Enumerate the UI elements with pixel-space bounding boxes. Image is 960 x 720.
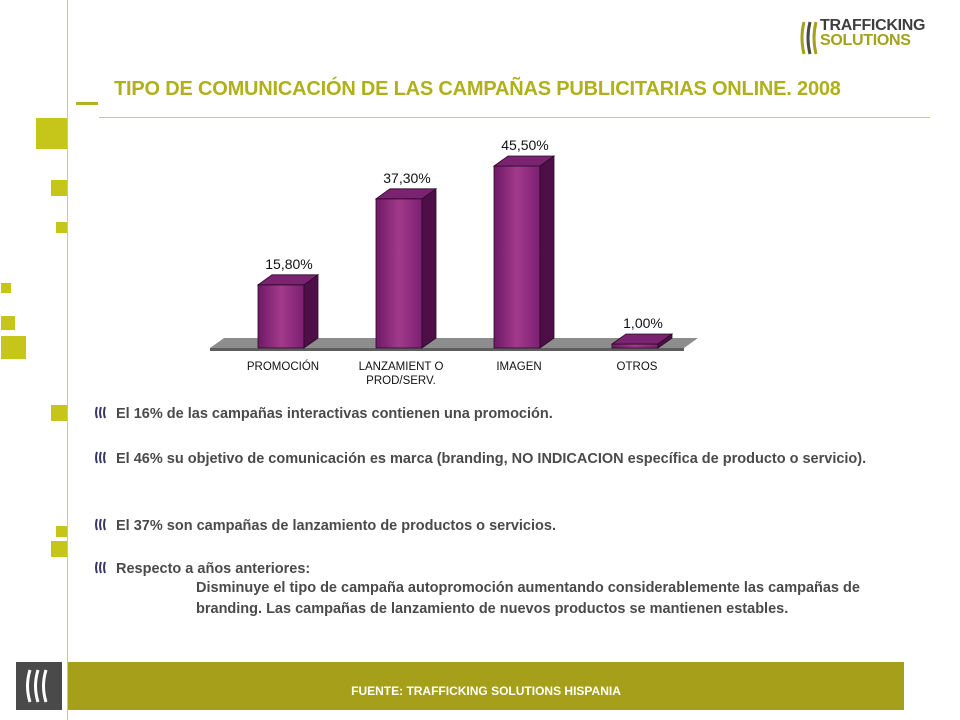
page-title: TIPO DE COMUNICACIÓN DE LAS CAMPAÑAS PUB… [114,78,841,100]
data-label: 45,50% [501,137,548,153]
deco-square [36,118,67,149]
bar-top [374,188,438,200]
bullet-item: Respecto a años anteriores: [94,559,894,580]
bar-chart: 15,80% 37,30% 45,50% 1,00% PROMOCIÓN LANZAMI… [210,137,698,387]
title-row: TIPO DE COMUNICACIÓN DE LAS CAMPAÑAS PUB… [76,78,936,110]
bullet-text: El 46% su objetivo de comunicación es ma… [116,451,867,467]
logo-line1: TRAFFICKING [820,17,926,34]
bar-top [492,155,556,167]
bar-top [256,274,320,286]
bar-front [257,284,305,349]
chart-categories: PROMOCIÓN LANZAMIENT O PROD/SERV. IMAGEN OTR… [247,360,658,387]
bullet-item: El 16% de las campañas interactivas cont… [94,404,894,425]
data-label: 37,30% [383,170,430,186]
bullet-item: El 46% su objetivo de comunicación es ma… [94,449,894,470]
category-label: PROD/SERV. [366,375,436,387]
bullet-text: El 16% de las campañas interactivas cont… [116,406,553,422]
data-label: 15,80% [265,256,312,272]
bullet-sub-text: Disminuye el tipo de campaña autopromoci… [196,580,860,617]
logo-line2: SOLUTIONS [820,32,911,49]
chart-floor-plane [210,338,698,348]
data-label: 1,00% [623,315,663,331]
left-guide-line [67,0,68,720]
category-label: PROMOCIÓN [247,360,319,373]
category-label: OTROS [617,361,658,373]
footer-source: FUENTE: TRAFFICKING SOLUTIONS HISPANIA [351,684,621,698]
chart-bars [256,155,674,349]
bullet-logo-icon [95,451,106,464]
deco-square [51,405,67,421]
bar-side [539,155,555,349]
bullet-item: El 37% son campañas de lanzamiento de pr… [94,516,894,537]
footer-bar: FUENTE: TRAFFICKING SOLUTIONS HISPANIA [68,662,904,710]
title-dash [76,102,98,105]
bullet-logo-icon [95,518,106,531]
bullet-logo-icon [95,561,106,574]
bar-front [375,198,423,349]
bar-front [493,165,541,349]
logo-text: TRAFFICKING SOLUTIONS [820,17,926,49]
bar-top [610,333,674,345]
deco-square [1,283,11,293]
chart-labels: 15,80% 37,30% 45,50% 1,00% [265,137,663,331]
deco-square [56,222,67,233]
bullet-text: El 37% son campañas de lanzamiento de pr… [116,518,556,534]
chart-floor-edge [210,348,684,351]
deco-square [1,336,26,359]
trafficking-solutions-logo [800,21,818,55]
footer-logo [16,662,62,710]
bullet-text: Respecto a años anteriores: [116,561,311,577]
bar-side [421,188,437,349]
deco-square [51,541,67,557]
chart-floor [210,338,698,351]
footer-logo-icon [26,669,48,703]
bar-side [303,274,319,349]
category-label: LANZAMIENT O [359,361,444,373]
title-rule [99,117,930,118]
bar-front [611,343,659,349]
bullet-logo-icon [95,406,106,419]
deco-square [1,316,15,330]
deco-square [56,526,67,537]
category-label: IMAGEN [496,361,541,373]
deco-square [51,180,67,196]
